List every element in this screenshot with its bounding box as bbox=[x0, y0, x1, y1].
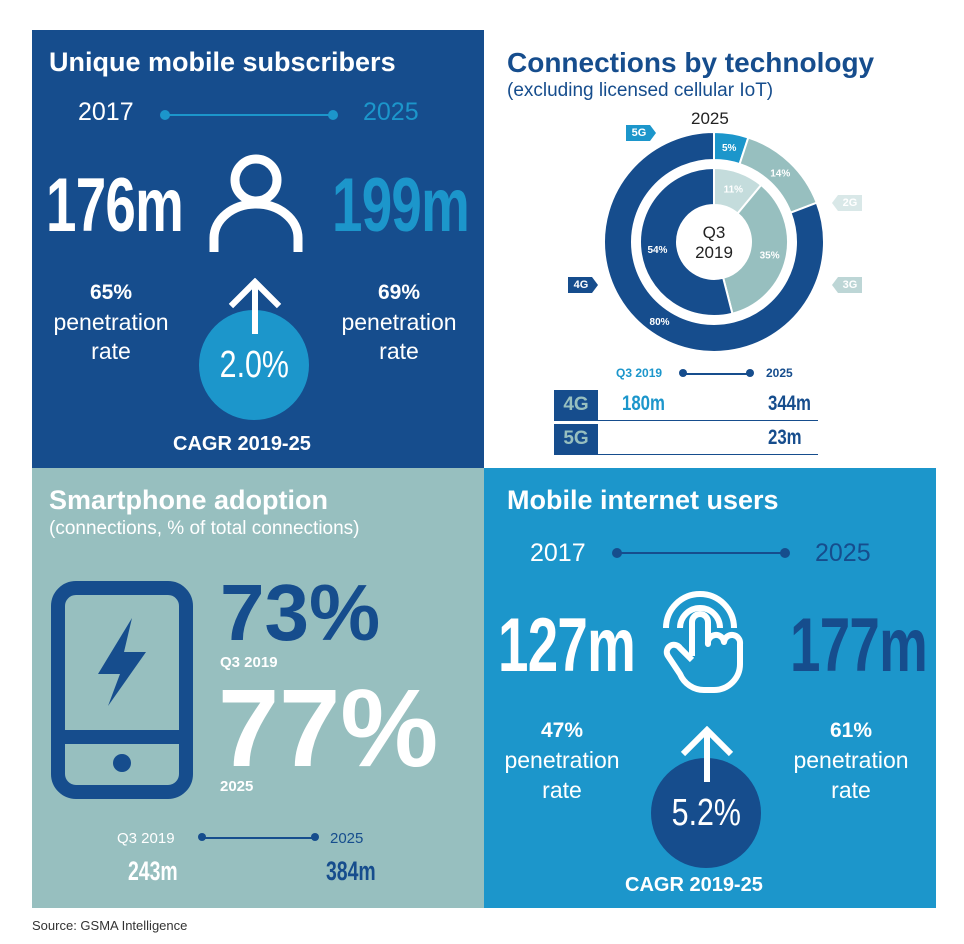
row-5g-end: 23m bbox=[768, 426, 802, 449]
timeline-dot-start bbox=[160, 110, 170, 120]
tag-4g: 4G bbox=[573, 279, 589, 291]
subscribers-year-start: 2017 bbox=[78, 98, 134, 126]
subscribers-pct-start: 65% bbox=[89, 281, 133, 304]
inner-ring bbox=[639, 166, 789, 317]
row-divider bbox=[554, 420, 818, 421]
rate-label: rate bbox=[91, 338, 131, 364]
center-label-year: 2019 bbox=[695, 243, 733, 262]
slice-label-2g-outer: 14% bbox=[770, 169, 790, 180]
smartphone-label-2025: 2025 bbox=[220, 778, 254, 795]
source-note: Source: GSMA Intelligence bbox=[32, 918, 188, 933]
outer-ring bbox=[603, 130, 825, 353]
slice-label-4g-inner: 54% bbox=[647, 245, 667, 256]
smartphone-pct-2025: 77% bbox=[218, 667, 439, 790]
rate-label: rate bbox=[831, 777, 871, 803]
slice-label-4g-outer: 80% bbox=[650, 317, 670, 328]
row-4g-tech: 4G bbox=[554, 390, 598, 420]
connections-subtitle: (excluding licensed cellular IoT) bbox=[507, 80, 774, 101]
subscribers-panel: Unique mobile subscribers 2017 2025 176m… bbox=[32, 30, 484, 468]
smartphone-subtitle: (connections, % of total connections) bbox=[49, 518, 360, 539]
center-label-q3: Q3 bbox=[703, 223, 726, 242]
internet-timeline bbox=[617, 552, 785, 554]
timeline-dot-end bbox=[311, 833, 319, 841]
touch-icon bbox=[663, 591, 744, 693]
timeline-dot-start bbox=[198, 833, 206, 841]
rate-label: rate bbox=[379, 338, 419, 364]
smartphone-panel: Smartphone adoption (connections, % of t… bbox=[32, 468, 484, 908]
subscribers-pct-end: 69% bbox=[377, 281, 421, 304]
internet-cagr-label: CAGR 2019-25 bbox=[625, 874, 763, 896]
penetration-label: penetration bbox=[504, 747, 620, 773]
internet-value-end: 177m bbox=[790, 603, 928, 688]
connections-title: Connections by technology bbox=[507, 47, 875, 78]
penetration-label: penetration bbox=[793, 747, 909, 773]
internet-pct-end: 61% bbox=[829, 719, 873, 742]
internet-year-end: 2025 bbox=[815, 539, 871, 567]
slice-4g-outer bbox=[603, 130, 825, 353]
arrow-up-icon bbox=[680, 726, 734, 782]
connections-donut-chart: Q3 2019 5% 14% 80% 11% 35% 54% bbox=[603, 130, 825, 353]
outer-ring-year: 2025 bbox=[691, 109, 729, 128]
row-4g-start: 180m bbox=[622, 392, 665, 415]
table-year-start: Q3 2019 bbox=[616, 366, 663, 380]
person-icon bbox=[209, 154, 303, 252]
table-year-end: 2025 bbox=[766, 366, 793, 380]
smartphone-timeline bbox=[202, 837, 314, 839]
smartphone-label-q3: Q3 2019 bbox=[220, 654, 278, 671]
subscribers-value-start: 176m bbox=[46, 163, 184, 248]
subscribers-cagr: 2.0% bbox=[219, 343, 289, 386]
smartphone-icon bbox=[51, 581, 193, 799]
subscribers-year-end: 2025 bbox=[363, 98, 419, 126]
arrow-up-icon bbox=[228, 278, 282, 334]
subscribers-title: Unique mobile subscribers bbox=[49, 47, 396, 77]
table-timeline bbox=[683, 373, 749, 375]
row-4g-end: 344m bbox=[768, 392, 811, 415]
internet-title: Mobile internet users bbox=[507, 485, 779, 515]
timeline-dot-end bbox=[780, 548, 790, 558]
timeline-dot-end bbox=[746, 369, 754, 377]
smartphone-value-end: 384m bbox=[326, 856, 376, 886]
subscribers-cagr-label: CAGR 2019-25 bbox=[173, 433, 311, 455]
internet-pct-start: 47% bbox=[540, 719, 584, 742]
tag-5g: 5G bbox=[631, 127, 647, 139]
slice-labels: 5% 14% 80% 11% 35% 54% bbox=[647, 143, 790, 328]
internet-year-start: 2017 bbox=[530, 539, 586, 567]
timeline-dot-start bbox=[612, 548, 622, 558]
penetration-label: penetration bbox=[341, 309, 457, 335]
connections-panel: Connections by technology (excluding lic… bbox=[484, 30, 936, 468]
tag-5g-shape bbox=[626, 125, 656, 141]
row-divider bbox=[554, 454, 818, 455]
timeline-dot-end bbox=[328, 110, 338, 120]
tag-4g-shape bbox=[568, 277, 598, 293]
smartphone-year-end: 2025 bbox=[330, 830, 364, 847]
slice-label-2g-inner: 11% bbox=[724, 184, 744, 195]
internet-cagr: 5.2% bbox=[671, 791, 741, 834]
timeline-dot-start bbox=[679, 369, 687, 377]
donut-center bbox=[677, 205, 751, 279]
subscribers-timeline bbox=[165, 114, 333, 116]
subscribers-value-end: 199m bbox=[332, 163, 470, 248]
tag-2g: 2G bbox=[842, 197, 858, 209]
slice-label-3g-inner: 35% bbox=[760, 250, 780, 261]
tag-2g-shape bbox=[832, 195, 862, 211]
slice-label-5g-outer: 5% bbox=[722, 143, 737, 154]
smartphone-year-start: Q3 2019 bbox=[117, 830, 175, 847]
lightning-icon bbox=[98, 618, 146, 706]
smartphone-title: Smartphone adoption bbox=[49, 485, 328, 515]
penetration-label: penetration bbox=[53, 309, 169, 335]
smartphone-value-start: 243m bbox=[128, 856, 178, 886]
smartphone-pct-q3: 73% bbox=[220, 568, 381, 657]
internet-panel: Mobile internet users 2017 2025 127m 177… bbox=[484, 468, 936, 908]
tag-3g-shape bbox=[832, 277, 862, 293]
tag-3g: 3G bbox=[842, 279, 858, 291]
rate-label: rate bbox=[542, 777, 582, 803]
row-5g-tech: 5G bbox=[554, 424, 598, 454]
internet-value-start: 127m bbox=[498, 603, 636, 688]
